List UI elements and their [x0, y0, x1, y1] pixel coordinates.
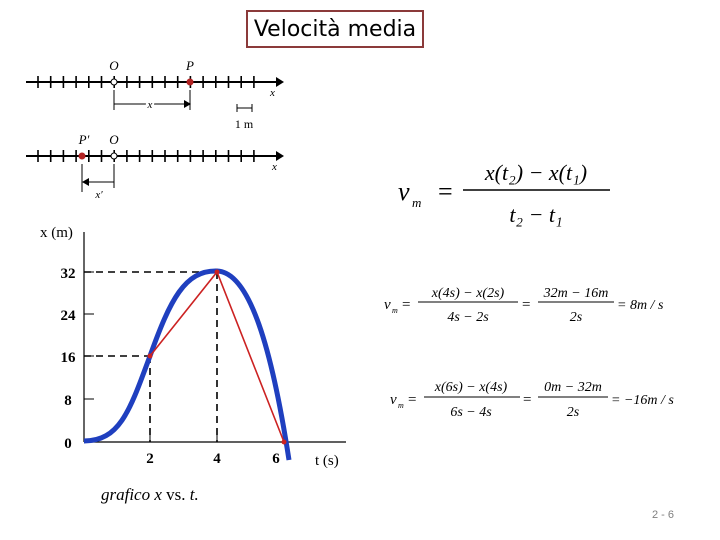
origin-label: O: [109, 132, 119, 147]
formula-lhs-sub: m: [392, 306, 398, 315]
formula-lhs-sub: m: [412, 195, 421, 210]
axis-label: x: [271, 161, 277, 173]
formula-numerator-2: 0m − 32m: [544, 380, 602, 395]
equals-sign: =: [408, 392, 416, 408]
formula-denominator: 6s − 4s: [450, 405, 492, 420]
axis-arrow: [276, 151, 284, 161]
tick-marks: [37, 76, 255, 88]
caption-x: x: [154, 485, 162, 504]
formula-lhs: v: [384, 297, 391, 313]
y-axis-label: x (m): [40, 225, 73, 241]
y-tick-label: 0: [64, 436, 72, 452]
origin-point: [110, 152, 118, 160]
position-time-graph: x (m) t (s) 32 24 16 8 0 2 4 6: [40, 225, 346, 469]
formula-result: = −16m / s: [611, 393, 674, 408]
page-number: 2 - 6: [652, 509, 675, 521]
point-p: [186, 78, 194, 86]
number-line-2: O P′ x x′: [26, 132, 284, 201]
page-title: Velocità media: [253, 16, 417, 42]
formula-result: = 8m / s: [617, 298, 664, 313]
formula-lhs: v: [390, 392, 397, 408]
x-tick-label: 4: [213, 451, 221, 467]
axis-arrow: [276, 77, 284, 87]
data-point-t6: [281, 439, 287, 445]
origin-label: O: [109, 58, 119, 73]
formula-denominator-2: 2s: [570, 310, 583, 325]
formula-numerator: x(6s) − x(4s): [434, 380, 508, 395]
formula-general: v m = x(t₂) − x(t₁) t₂ − t₁: [398, 160, 610, 227]
equals-sign: =: [402, 297, 410, 313]
displacement-label: x′: [94, 189, 103, 201]
x-tick-label: 2: [146, 451, 154, 467]
point-p-label: P: [185, 58, 194, 73]
formula-lhs: v: [398, 177, 410, 206]
graph-caption: grafico x vs. t.: [101, 485, 199, 505]
formula-numerator: x(t₂) − x(t₁): [484, 160, 587, 185]
title-box: Velocità media: [246, 10, 424, 48]
formula-lhs-sub: m: [398, 401, 404, 410]
axis-label: x: [269, 87, 275, 99]
formula-denominator: t₂ − t₁: [509, 202, 562, 227]
displacement-arrowhead: [184, 100, 191, 108]
y-tick-label: 16: [61, 350, 77, 366]
point-p-prime-label: P′: [78, 132, 90, 147]
caption-t: t: [189, 485, 195, 504]
equals-sign: =: [523, 392, 531, 408]
data-point-t2: [147, 353, 153, 359]
y-tick-label: 32: [61, 266, 76, 282]
y-tick-label: 24: [61, 308, 77, 324]
formula-1: v m = x(4s) − x(2s) 4s − 2s = 32m − 16m …: [384, 286, 664, 325]
formula-2: v m = x(6s) − x(4s) 6s − 4s = 0m − 32m 2…: [390, 380, 674, 420]
displacement-arrowhead: [82, 178, 89, 186]
y-tick-label: 8: [64, 393, 72, 409]
caption-text: grafico: [101, 485, 155, 504]
formula-numerator: x(4s) − x(2s): [431, 286, 505, 301]
caption-vs: vs.: [161, 485, 190, 504]
scale-label: 1 m: [235, 117, 254, 131]
equals-sign: =: [438, 177, 453, 206]
y-tick-marks: [84, 271, 94, 400]
formula-denominator-2: 2s: [567, 405, 580, 420]
position-curve: [83, 268, 292, 461]
number-line-1: O P x x 1 m: [26, 58, 284, 131]
caption-end: .: [194, 485, 199, 504]
point-p-prime: [78, 152, 86, 160]
formula-denominator: 4s − 2s: [447, 310, 489, 325]
equals-sign: =: [522, 297, 530, 313]
dashed-guides: [84, 271, 218, 442]
displacement-label: x: [147, 99, 153, 111]
x-axis-label: t (s): [315, 453, 339, 469]
data-point-t4: [214, 269, 220, 275]
formula-numerator-2: 32m − 16m: [543, 286, 609, 301]
origin-point: [110, 78, 118, 86]
x-tick-label: 6: [272, 451, 280, 467]
